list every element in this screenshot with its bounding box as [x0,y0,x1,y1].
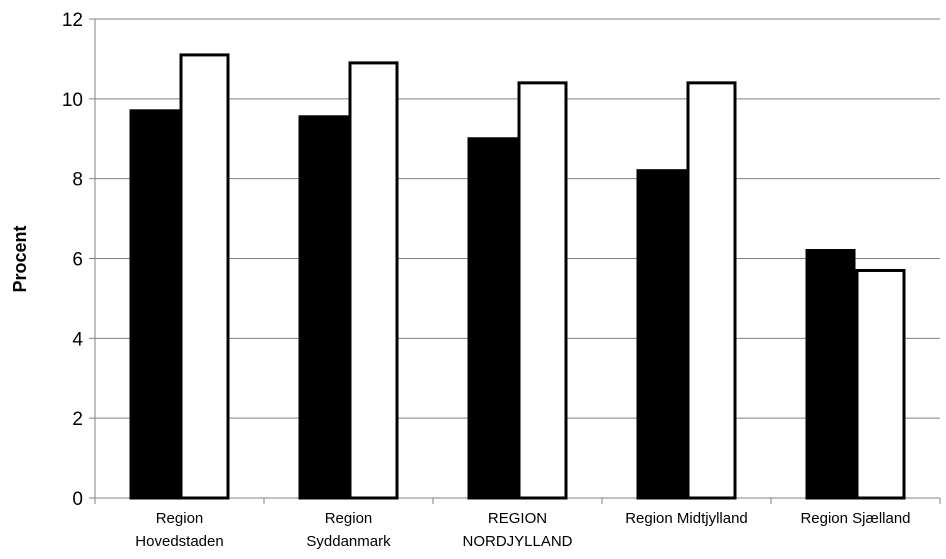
x-tick-label-line: Syddanmark [306,533,391,550]
x-tick-label-line: Region Midtjylland [625,510,748,527]
y-axis-title: Procent [10,225,30,292]
x-tick-label-line: REGION [488,510,547,527]
x-tick-label-line: Region [325,510,373,527]
y-tick-label: 6 [72,250,83,271]
x-tick-label-line: Hovedstaden [135,533,223,550]
x-tick-label: Region Syddanmark [306,510,391,550]
y-tick-label: 0 [72,489,83,510]
bar [638,171,685,498]
bar [519,83,566,498]
x-tick-label: REGION NORDJYLLAND [462,510,572,550]
bar [807,251,854,498]
bar [131,111,178,498]
x-tick-label: Region Midtjylland [625,510,748,527]
bar [350,63,397,498]
bar [857,270,904,498]
x-tick-label-line: Region Sjælland [800,510,910,527]
bars [131,55,904,498]
bar [688,83,735,498]
x-tick-label: Region Sjælland [800,510,910,527]
x-tick-label-line: Region [156,510,204,527]
y-tick-label: 10 [62,90,83,111]
bar [300,117,347,498]
bar [181,55,228,498]
y-tick-label: 2 [72,409,83,430]
bar [469,139,516,498]
y-tick-label: 8 [72,170,83,191]
y-tick-label: 12 [62,10,83,31]
y-tick-label: 4 [72,329,83,350]
x-tick-label: Region Hovedstaden [135,510,223,550]
x-tick-labels: Region Hovedstaden Region Syddanmark REGION N… [135,510,910,550]
y-tick-labels: 0 2 4 6 8 10 12 [62,10,84,510]
x-tick-label-line: NORDJYLLAND [462,533,572,550]
